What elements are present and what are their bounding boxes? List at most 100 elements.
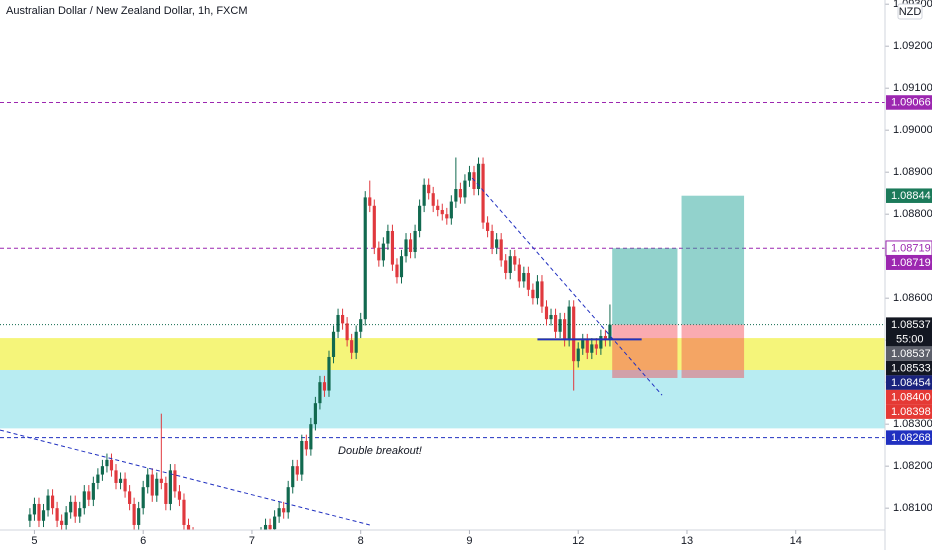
candle-body bbox=[50, 495, 55, 509]
candle-body bbox=[581, 340, 585, 349]
price-badge-label: 1.08400 bbox=[891, 391, 931, 403]
candle-body bbox=[114, 470, 118, 483]
candle-body bbox=[277, 508, 281, 517]
candle-body bbox=[386, 230, 390, 244]
trend-line bbox=[0, 429, 370, 526]
candle-body bbox=[504, 260, 508, 273]
y-tick-label: 1.08300 bbox=[893, 418, 932, 430]
candle-body bbox=[291, 466, 295, 488]
candle-body bbox=[96, 474, 100, 483]
candle-body bbox=[146, 474, 150, 488]
candle-body bbox=[168, 470, 172, 504]
candle-body bbox=[182, 499, 186, 525]
price-axis: 1.093001.092001.091001.090001.089001.088… bbox=[885, 0, 932, 514]
candle-body bbox=[608, 324, 612, 341]
candle-body bbox=[263, 524, 268, 530]
candle-body bbox=[322, 382, 327, 391]
candle-body bbox=[535, 281, 540, 299]
price-badge bbox=[886, 255, 932, 270]
position-stop bbox=[681, 324, 745, 378]
x-tick-label: 12 bbox=[572, 535, 584, 547]
x-tick-label: 6 bbox=[140, 535, 146, 547]
candle-body bbox=[395, 264, 399, 278]
candle-body bbox=[544, 306, 549, 320]
candle-body bbox=[454, 188, 458, 202]
candle-body bbox=[331, 331, 336, 357]
y-tick-label: 1.09000 bbox=[893, 124, 932, 136]
price-badge bbox=[886, 346, 932, 361]
candle-body bbox=[28, 514, 32, 521]
x-tick-label: 5 bbox=[31, 535, 37, 547]
candle-body bbox=[449, 201, 453, 219]
candle-body bbox=[427, 184, 431, 194]
y-tick-label: 1.08900 bbox=[893, 166, 932, 178]
price-badge bbox=[886, 360, 932, 376]
candle-body bbox=[526, 272, 530, 290]
candle-body bbox=[372, 205, 376, 248]
candle-body bbox=[345, 323, 349, 341]
x-tick-label: 7 bbox=[249, 535, 255, 547]
candle-body bbox=[513, 256, 517, 265]
candle-body bbox=[55, 508, 59, 521]
candle-body bbox=[363, 197, 367, 320]
currency: NZD bbox=[899, 6, 922, 18]
candle-body bbox=[563, 319, 567, 341]
y-tick-label: 1.09200 bbox=[893, 40, 932, 52]
price-badge-label: 1.08537 bbox=[891, 348, 931, 360]
zone bbox=[0, 369, 885, 429]
candle-body bbox=[336, 314, 340, 332]
price-badge-label: 1.08398 bbox=[891, 406, 931, 418]
candle-body bbox=[313, 403, 317, 425]
candle-body bbox=[159, 478, 163, 483]
candle-body bbox=[109, 459, 114, 471]
price-badge bbox=[886, 95, 932, 110]
candle-body bbox=[517, 264, 521, 282]
candle-body bbox=[141, 487, 145, 509]
candle-body bbox=[268, 524, 272, 530]
candle-body bbox=[64, 512, 68, 525]
candle-body bbox=[273, 516, 277, 530]
position-target bbox=[612, 248, 678, 325]
candle-body bbox=[390, 230, 395, 265]
candle-body bbox=[368, 197, 372, 206]
candle-body bbox=[422, 184, 426, 206]
price-badge-label: 1.08537 bbox=[891, 319, 931, 331]
candle-body bbox=[186, 524, 191, 530]
candle-body bbox=[594, 344, 598, 349]
candle-body bbox=[540, 281, 544, 307]
candle-body bbox=[567, 306, 571, 341]
candle-body bbox=[286, 487, 290, 513]
candle-body bbox=[418, 205, 422, 231]
price-badge-label: 1.08268 bbox=[891, 432, 931, 444]
candle-body bbox=[91, 482, 95, 500]
candle-body bbox=[46, 495, 50, 511]
price-badge-label: 1.08844 bbox=[891, 190, 931, 202]
candle-body bbox=[350, 340, 354, 353]
candle-body bbox=[553, 314, 558, 332]
candle-body bbox=[340, 314, 345, 324]
candle-body bbox=[585, 340, 589, 353]
candle-body bbox=[87, 491, 91, 500]
candle-body bbox=[463, 180, 467, 198]
price-badge bbox=[886, 317, 932, 347]
price-badge bbox=[886, 404, 932, 419]
candle-body bbox=[78, 508, 82, 517]
x-tick-label: 9 bbox=[466, 535, 472, 547]
candle-body bbox=[304, 440, 308, 450]
candle-body bbox=[576, 348, 580, 362]
price-badge-label: 1.08719 bbox=[891, 257, 931, 269]
candle-body bbox=[282, 508, 286, 513]
x-tick-label: 13 bbox=[681, 535, 693, 547]
candle-body bbox=[73, 501, 77, 517]
candle-body bbox=[173, 470, 177, 492]
candle-body bbox=[37, 503, 41, 521]
candle-body bbox=[155, 478, 159, 496]
candle-body bbox=[318, 382, 322, 404]
price-badge-label: 1.08454 bbox=[891, 377, 931, 389]
candle-body bbox=[137, 508, 141, 525]
candle-body bbox=[32, 503, 37, 515]
candle-body bbox=[404, 239, 408, 257]
candle-body bbox=[123, 478, 127, 492]
